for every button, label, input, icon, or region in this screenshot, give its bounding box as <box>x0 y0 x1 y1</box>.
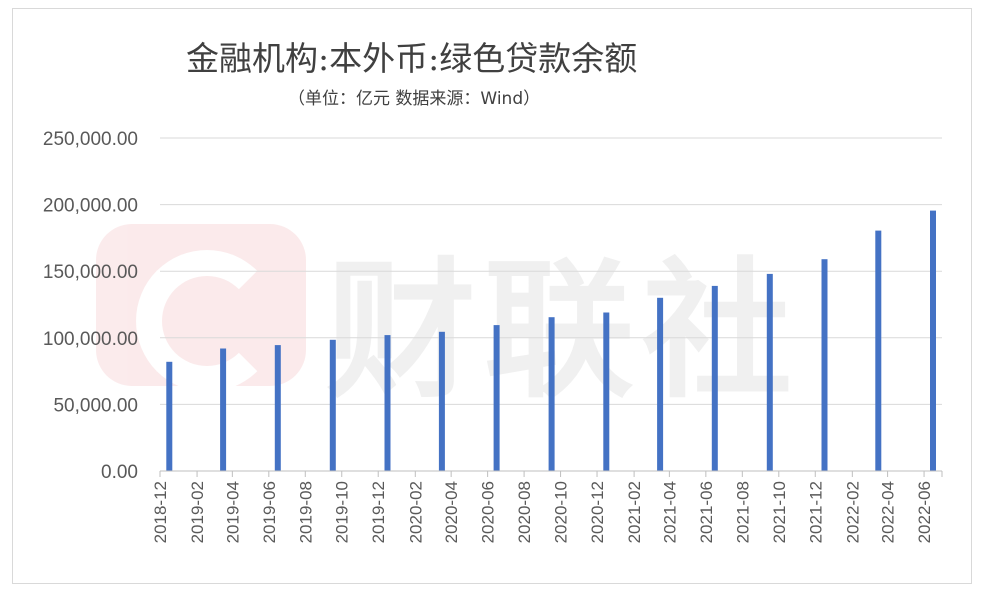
x-tick-label: 2020-06 <box>479 481 498 543</box>
bar <box>875 230 882 471</box>
y-tick-label: 50,000.00 <box>53 395 138 416</box>
x-tick-label: 2018-12 <box>151 481 170 543</box>
x-tick-label: 2020-12 <box>588 481 607 543</box>
x-tick-label: 2021-04 <box>660 481 679 543</box>
bar <box>766 273 773 471</box>
bar <box>166 361 173 471</box>
x-tick-label: 2021-08 <box>733 481 752 543</box>
bar <box>493 325 500 471</box>
y-tick-label: 250,000.00 <box>43 129 138 150</box>
bar <box>603 312 610 471</box>
y-tick-label: 100,000.00 <box>43 329 138 350</box>
x-tick-label: 2022-02 <box>843 481 862 543</box>
x-tick-label: 2019-10 <box>333 481 352 543</box>
x-tick-label: 2019-12 <box>369 481 388 543</box>
x-tick-label: 2022-04 <box>879 481 898 543</box>
bar <box>384 335 391 471</box>
chart-title: 金融机构:本外币:绿色贷款余额 <box>186 39 638 78</box>
y-tick-label: 200,000.00 <box>43 196 138 217</box>
bar <box>274 345 281 471</box>
bar <box>438 331 445 471</box>
y-tick-label: 0.00 <box>101 462 138 483</box>
chart-subtitle: （单位：亿元 数据来源：Wind） <box>288 89 541 109</box>
x-tick-label: 2019-08 <box>296 481 315 543</box>
bar <box>930 210 936 471</box>
y-tick-label: 150,000.00 <box>43 262 138 283</box>
x-tick-label: 2020-08 <box>515 481 534 543</box>
x-tick-label: 2021-10 <box>770 481 789 543</box>
bar <box>657 297 664 471</box>
bar <box>548 317 555 471</box>
x-tick-label: 2021-06 <box>697 481 716 543</box>
x-tick-label: 2019-06 <box>260 481 279 543</box>
x-tick-label: 2021-12 <box>806 481 825 543</box>
bar <box>711 285 718 471</box>
chart-frame <box>12 8 972 584</box>
x-tick-label: 2019-04 <box>223 481 242 543</box>
x-tick-label: 2020-04 <box>442 481 461 543</box>
x-tick-label: 2022-06 <box>915 481 934 543</box>
bar <box>329 339 336 471</box>
x-tick-label: 2020-10 <box>552 481 571 543</box>
bar <box>220 348 227 471</box>
x-tick-label: 2019-02 <box>188 481 207 543</box>
x-tick-label: 2020-02 <box>406 481 425 543</box>
x-tick-label: 2021-02 <box>625 481 644 543</box>
bar <box>821 259 828 471</box>
